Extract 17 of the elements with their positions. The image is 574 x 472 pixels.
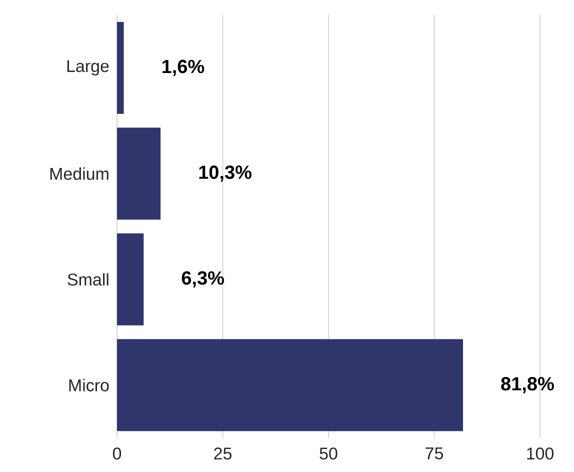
data-label: 10,3% — [199, 166, 252, 182]
data-label: 6,3% — [182, 271, 224, 288]
x-tick-label: 50 — [320, 448, 338, 460]
x-tick-label: 75 — [426, 448, 443, 460]
data-label: 1,6% — [162, 60, 204, 76]
bar — [117, 128, 161, 220]
bar — [117, 22, 124, 114]
data-label: 81,8% — [501, 377, 554, 394]
bar — [117, 233, 144, 326]
x-tick-label: 0 — [112, 448, 122, 460]
y-tick-label: Large — [67, 60, 109, 76]
y-tick-label: Micro — [69, 378, 109, 392]
y-tick-label: Small — [68, 273, 108, 286]
y-tick-label: Medium — [50, 167, 108, 180]
x-tick-label: 25 — [214, 448, 232, 460]
x-tick-label: 100 — [527, 448, 554, 460]
bar — [117, 339, 464, 432]
